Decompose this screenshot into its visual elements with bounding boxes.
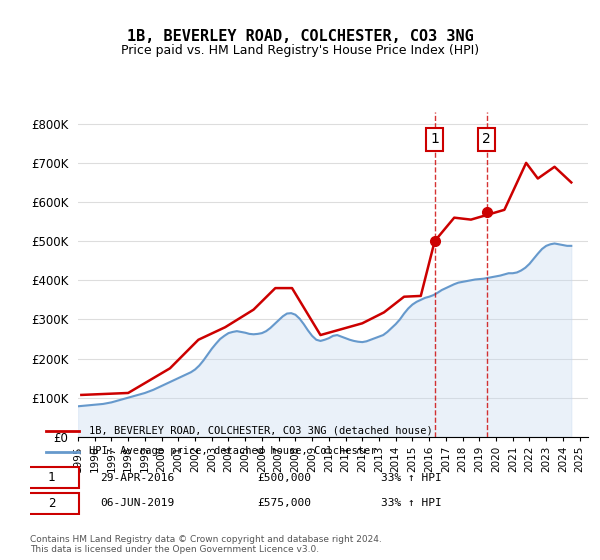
Text: 33% ↑ HPI: 33% ↑ HPI [381,473,442,483]
Text: 1: 1 [48,472,55,484]
Text: £575,000: £575,000 [257,498,311,508]
Text: 1B, BEVERLEY ROAD, COLCHESTER, CO3 3NG: 1B, BEVERLEY ROAD, COLCHESTER, CO3 3NG [127,29,473,44]
Text: Price paid vs. HM Land Registry's House Price Index (HPI): Price paid vs. HM Land Registry's House … [121,44,479,57]
Text: HPI: Average price, detached house, Colchester: HPI: Average price, detached house, Colc… [89,446,377,456]
Text: 1: 1 [430,132,439,146]
Text: 1B, BEVERLEY ROAD, COLCHESTER, CO3 3NG (detached house): 1B, BEVERLEY ROAD, COLCHESTER, CO3 3NG (… [89,426,433,436]
Text: Contains HM Land Registry data © Crown copyright and database right 2024.
This d: Contains HM Land Registry data © Crown c… [30,535,382,554]
Text: 06-JUN-2019: 06-JUN-2019 [100,498,175,508]
Text: 29-APR-2016: 29-APR-2016 [100,473,175,483]
Text: 2: 2 [482,132,491,146]
Text: 2: 2 [48,497,55,510]
FancyBboxPatch shape [25,493,79,514]
Text: 33% ↑ HPI: 33% ↑ HPI [381,498,442,508]
Text: £500,000: £500,000 [257,473,311,483]
FancyBboxPatch shape [25,467,79,488]
